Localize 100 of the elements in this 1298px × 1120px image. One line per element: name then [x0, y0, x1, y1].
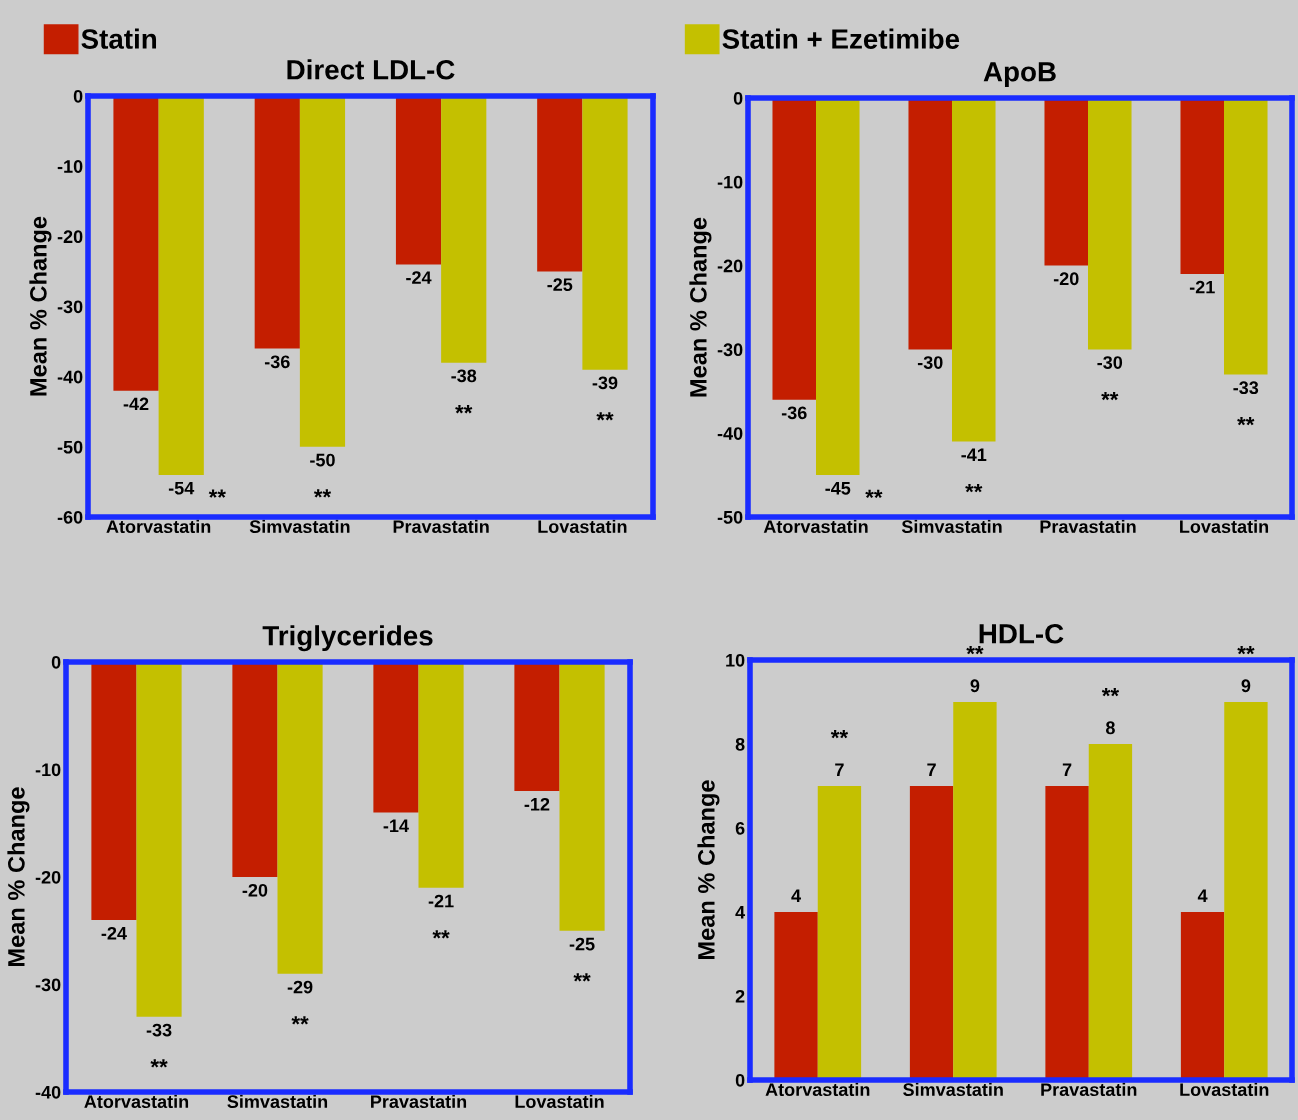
y-axis-title: Mean % Change — [29, 216, 52, 396]
y-tick-label: -30 — [57, 300, 83, 314]
annotation: ** — [1101, 391, 1119, 401]
data-label: -25 — [547, 278, 573, 291]
data-label: -20 — [242, 883, 268, 897]
y-tick-label: -20 — [57, 230, 83, 244]
data-label: -12 — [524, 797, 550, 811]
data-label: 7 — [1062, 763, 1072, 776]
annotation: ** — [455, 405, 473, 414]
bar — [1180, 912, 1225, 1080]
data-label: -41 — [961, 448, 987, 461]
data-label: 7 — [927, 763, 936, 776]
y-tick-label: 2 — [735, 989, 745, 1003]
y-tick-label: 10 — [726, 653, 745, 667]
data-label: 4 — [1197, 889, 1208, 902]
x-tick-label: Atorvastatin — [765, 1082, 870, 1097]
bar — [953, 702, 997, 1080]
bar — [909, 786, 954, 1080]
x-tick-label: Simvastatin — [903, 1082, 1003, 1097]
annotation: ** — [965, 484, 983, 493]
legend-label: Statin + Ezetimibe — [722, 28, 960, 49]
y-tick-label: 0 — [733, 91, 743, 105]
annotation: ** — [830, 729, 849, 739]
y-tick-label: 0 — [735, 1073, 745, 1087]
annotation: ** — [573, 973, 591, 982]
data-label: -21 — [1189, 280, 1215, 294]
data-label: 9 — [970, 679, 980, 693]
annotation: ** — [596, 412, 614, 421]
bar — [774, 912, 818, 1080]
legend-label: Statin — [81, 28, 157, 49]
x-tick-label: Atorvastatin — [763, 519, 868, 534]
data-label: -30 — [1097, 356, 1123, 369]
x-tick-label: Pravastatin — [393, 519, 489, 534]
data-label: -24 — [101, 926, 127, 940]
bar — [1088, 744, 1133, 1080]
y-tick-label: -10 — [35, 763, 61, 777]
data-label: -14 — [383, 819, 409, 833]
x-tick-label: Pravastatin — [1040, 519, 1136, 534]
x-tick-label: Lovastatin — [538, 519, 627, 534]
annotation: ** — [313, 489, 332, 498]
y-tick-label: -50 — [717, 510, 743, 524]
chart-title: Direct LDL-C — [287, 59, 455, 80]
bar — [817, 786, 862, 1080]
data-label: -39 — [592, 376, 618, 390]
x-tick-label: Pravastatin — [371, 1094, 467, 1109]
x-tick-label: Atorvastatin — [106, 519, 211, 534]
y-tick-label: -30 — [35, 978, 61, 992]
y-tick-label: -40 — [35, 1085, 61, 1099]
x-tick-label: Lovastatin — [1180, 1082, 1269, 1097]
text: ** — [1237, 645, 1255, 655]
data-label: -21 — [428, 894, 454, 908]
x-tick-label: Pravastatin — [1041, 1082, 1137, 1097]
y-tick-label: 8 — [735, 737, 745, 751]
y-tick-label: -40 — [717, 427, 743, 440]
data-label: 7 — [835, 763, 844, 776]
x-tick-label: Simvastatin — [901, 519, 1002, 534]
annotation: ** — [432, 930, 450, 939]
text: ** — [966, 645, 984, 655]
data-label: -36 — [264, 355, 290, 369]
bar — [1045, 786, 1089, 1080]
x-tick-label: Lovastatin — [1180, 519, 1269, 534]
data-label: -33 — [146, 1023, 172, 1037]
y-tick-label: -10 — [57, 160, 83, 173]
data-label: -29 — [287, 980, 313, 994]
data-label: -50 — [310, 453, 335, 467]
data-label: -54 — [168, 481, 195, 495]
y-tick-label: 4 — [735, 906, 746, 919]
data-label: -42 — [123, 397, 149, 411]
y-axis-title: Mean % Change — [689, 217, 712, 397]
data-label: -24 — [406, 271, 432, 284]
y-tick-label: -30 — [717, 343, 743, 357]
y-tick-label: -10 — [717, 175, 743, 189]
chart-title: HDL-C — [979, 623, 1064, 644]
data-label: -30 — [917, 356, 943, 369]
data-label: 9 — [1241, 679, 1251, 693]
y-tick-label: -60 — [57, 510, 83, 524]
annotation: ** — [150, 1059, 168, 1068]
chart-title: Triglycerides — [262, 625, 433, 652]
y-tick-label: -20 — [35, 870, 61, 884]
data-label: -20 — [1053, 272, 1079, 286]
bar — [1224, 702, 1268, 1080]
data-label: -33 — [1233, 381, 1259, 395]
annotation: ** — [1237, 417, 1255, 426]
data-label: -36 — [781, 406, 807, 420]
data-label: 4 — [791, 889, 801, 902]
data-label: -45 — [825, 482, 851, 495]
annotation: ** — [865, 489, 883, 499]
x-tick-label: Simvastatin — [227, 1094, 328, 1109]
y-tick-label: -40 — [57, 370, 83, 384]
y-tick-label: 6 — [735, 821, 745, 835]
data-label: -25 — [569, 937, 595, 951]
data-label: -38 — [451, 369, 477, 383]
y-tick-label: 0 — [73, 89, 83, 103]
annotation: ** — [1101, 687, 1120, 697]
annotation: ** — [208, 489, 226, 498]
x-tick-label: Simvastatin — [249, 519, 350, 534]
y-axis-title: Mean % Change — [697, 780, 720, 959]
x-tick-label: Atorvastatin — [84, 1094, 189, 1109]
annotation: ** — [291, 1016, 309, 1025]
data-label: 8 — [1105, 721, 1115, 735]
